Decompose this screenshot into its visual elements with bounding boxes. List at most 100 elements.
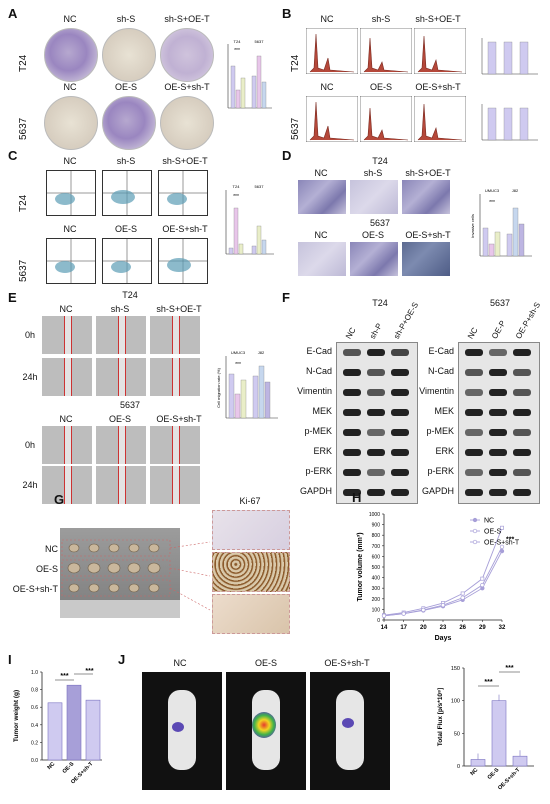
e-top-col-3: sh-S+OE-T <box>156 304 202 314</box>
wound-healing-image <box>150 316 200 354</box>
d-bar-chart: UMUC3 J82 *** Invasive cells <box>470 188 532 257</box>
transwell-image <box>402 180 450 214</box>
y-tick-label: 0.0 <box>31 758 38 764</box>
x-tick-label: NC <box>470 767 480 777</box>
bar <box>66 684 82 761</box>
e-bottom-title: 5637 <box>119 400 141 410</box>
c-chart-group-t24: T24 <box>233 184 241 189</box>
x-axis-label: Days <box>435 635 452 642</box>
western-blot-left <box>336 342 418 504</box>
transwell-image <box>350 242 398 276</box>
c-chart-group-5637: 5637 <box>255 184 265 189</box>
significance-label: *** <box>506 536 514 543</box>
y-tick-label: 100 <box>451 699 460 705</box>
d-bottom-title: 5637 <box>369 218 391 228</box>
f-left-title: T24 <box>372 298 388 308</box>
g-row-label-nc: NC <box>45 544 58 554</box>
bar <box>482 227 489 257</box>
transwell-image <box>402 242 450 276</box>
y-axis-label: Tumor volume (mm³) <box>357 532 364 601</box>
a-bar-chart: T24 5637 *** <box>227 39 272 109</box>
tumor-volume-chart: 0 100 200 300 400 500 600 700 800 900 1000 14 17 20 23… <box>357 512 520 642</box>
f-left-protein-2: N-Cad <box>305 366 332 376</box>
b-bottom-col-3: OE-S+sh-T <box>415 82 461 92</box>
x-tick-label: OE-S+sh-T <box>497 767 522 792</box>
b-bottom-col-1: NC <box>320 82 334 92</box>
y-tick-label: 50 <box>454 731 460 737</box>
f-left-protein-6: ERK <box>313 446 332 456</box>
g-ihc-title: Ki-67 <box>239 496 261 506</box>
d-bottom-col-3: OE-S+sh-T <box>405 230 451 240</box>
ivis-image <box>226 672 306 790</box>
bar <box>240 379 247 419</box>
transwell-image <box>350 180 398 214</box>
y-tick-label: 1000 <box>369 512 380 518</box>
transwell-image <box>298 180 346 214</box>
c-top-col-1: NC <box>63 156 77 166</box>
a-top-col-3: sh-S+OE-T <box>164 14 210 24</box>
flow-cytometry-plot <box>46 238 96 284</box>
data-point <box>421 607 426 613</box>
bar <box>506 233 513 257</box>
panel-label-i: I <box>8 652 12 667</box>
transwell-image <box>298 242 346 276</box>
data-point <box>440 603 446 608</box>
d-top-col-1: NC <box>314 168 328 178</box>
a-bottom-col-1: NC <box>63 82 77 92</box>
significance-label: *** <box>85 668 93 675</box>
y-tick-label: 0 <box>377 618 380 624</box>
x-tick-label: 23 <box>440 625 447 631</box>
f-right-protein-2: N-Cad <box>427 366 454 376</box>
a-chart-sig: *** <box>234 48 240 54</box>
c-bottom-col-3: OE-S+sh-T <box>162 224 208 234</box>
d-top-title: T24 <box>372 156 388 166</box>
y-tick-label: 0 <box>457 764 460 770</box>
ihc-image <box>212 594 290 634</box>
data-point <box>460 595 465 600</box>
y-tick-label: 700 <box>372 544 381 550</box>
y-tick-label: 0.4 <box>31 723 38 729</box>
y-tick-label: 150 <box>451 666 460 672</box>
e-chart-ylabel: Cell migration rate (%) <box>216 367 221 407</box>
y-tick-label: 900 <box>372 523 381 529</box>
j-col-2: OE-S <box>254 658 277 668</box>
data-point <box>480 582 485 588</box>
data-point <box>480 576 485 581</box>
flow-cytometry-plot <box>158 238 208 284</box>
a-chart-group-t24: T24 <box>234 39 242 44</box>
colony-dish <box>102 96 156 150</box>
wound-healing-image <box>96 358 146 396</box>
a-top-col-1: NC <box>63 14 77 24</box>
bar <box>252 375 259 419</box>
c-row-label-t24: T24 <box>18 194 29 212</box>
c-chart-sig: *** <box>233 194 239 200</box>
f-left-protein-4: MEK <box>312 406 332 416</box>
x-tick-label: NC <box>47 761 57 771</box>
x-tick-label: 32 <box>499 625 506 631</box>
bar <box>256 55 262 109</box>
f-left-protein-3: Vimentin <box>297 386 332 396</box>
e-time-24h-bottom: 24h <box>22 480 38 490</box>
bar <box>85 699 101 761</box>
bar <box>256 225 262 255</box>
flow-cytometry-plot <box>46 170 96 216</box>
b-stacked-bar-chart <box>481 104 538 141</box>
flow-cytometry-plot <box>158 170 208 216</box>
significance-label: *** <box>484 679 492 686</box>
bar <box>235 89 241 109</box>
panel-label-c: C <box>8 148 18 163</box>
d-chart-group-j82: J82 <box>512 188 519 193</box>
panel-label-h: H <box>352 490 362 505</box>
cell-cycle-histogram <box>306 28 358 74</box>
a-bottom-col-3: OE-S+sh-T <box>164 82 210 92</box>
f-right-title: 5637 <box>489 298 511 308</box>
c-top-col-2: sh-S <box>116 156 136 166</box>
e-chart-group-umuc3: UMUC3 <box>231 350 246 355</box>
y-tick-label: 100 <box>372 607 381 613</box>
bar <box>47 702 63 761</box>
bar <box>264 381 271 419</box>
bar <box>261 239 267 255</box>
y-axis-label: Total Flux [p/s*10⁸] <box>437 688 444 747</box>
bar <box>503 107 513 141</box>
c-bar-chart: T24 5637 *** <box>225 184 274 255</box>
